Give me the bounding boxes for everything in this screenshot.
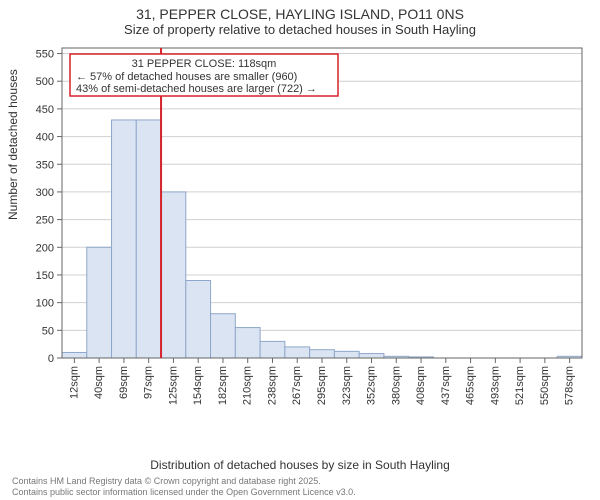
x-axis-label: Distribution of detached houses by size … bbox=[0, 458, 600, 472]
x-tick-label: 352sqm bbox=[366, 366, 378, 405]
x-tick-label: 69sqm bbox=[118, 366, 130, 399]
footer-credits: Contains HM Land Registry data © Crown c… bbox=[12, 476, 356, 498]
bar bbox=[186, 281, 211, 359]
bar bbox=[359, 354, 384, 358]
footer-line-2: Contains public sector information licen… bbox=[12, 487, 356, 498]
bar bbox=[136, 120, 161, 358]
bar bbox=[112, 120, 137, 358]
x-tick-label: 437sqm bbox=[440, 366, 452, 405]
svg-text:500: 500 bbox=[36, 76, 54, 88]
x-tick-label: 154sqm bbox=[192, 366, 204, 405]
bar bbox=[285, 347, 310, 358]
y-axis-label: Number of detached houses bbox=[6, 69, 20, 220]
x-tick-label: 408sqm bbox=[415, 366, 427, 405]
x-tick-label: 238sqm bbox=[266, 366, 278, 405]
x-tick-label: 182sqm bbox=[217, 366, 229, 405]
svg-text:550: 550 bbox=[36, 49, 54, 61]
svg-text:50: 50 bbox=[42, 325, 54, 337]
bar bbox=[211, 314, 236, 358]
svg-text:0: 0 bbox=[48, 353, 54, 365]
x-tick-label: 210sqm bbox=[242, 366, 254, 405]
chart-plot-area: 05010015020025030035040045050055012sqm40… bbox=[62, 46, 582, 406]
x-tick-label: 323sqm bbox=[341, 366, 353, 405]
x-tick-label: 97sqm bbox=[143, 366, 155, 399]
bar bbox=[235, 328, 260, 358]
bar bbox=[87, 247, 112, 358]
chart-svg: 0 50 100 150 200 250 300 350 400 450 500 550 12sqm 40… bbox=[20, 46, 584, 416]
svg-text:350: 350 bbox=[36, 159, 54, 171]
svg-text:200: 200 bbox=[36, 242, 54, 254]
bar bbox=[62, 352, 87, 358]
x-tick-label: 12sqm bbox=[68, 366, 80, 399]
annotation-title: 31 PEPPER CLOSE: 118sqm bbox=[132, 58, 277, 70]
bar bbox=[260, 341, 285, 358]
chart-title-sub: Size of property relative to detached ho… bbox=[0, 22, 600, 41]
svg-text:250: 250 bbox=[36, 215, 54, 227]
chart-title-main: 31, PEPPER CLOSE, HAYLING ISLAND, PO11 0… bbox=[0, 0, 600, 22]
x-tick-label: 295sqm bbox=[316, 366, 328, 405]
svg-text:300: 300 bbox=[36, 187, 54, 199]
chart-container: 31, PEPPER CLOSE, HAYLING ISLAND, PO11 0… bbox=[0, 0, 600, 500]
x-tick-label: 521sqm bbox=[514, 366, 526, 405]
footer-line-1: Contains HM Land Registry data © Crown c… bbox=[12, 476, 356, 487]
svg-text:100: 100 bbox=[36, 298, 54, 310]
bar bbox=[310, 350, 335, 358]
x-tick-label: 493sqm bbox=[489, 366, 501, 405]
bar bbox=[334, 351, 359, 358]
x-tick-label: 125sqm bbox=[167, 366, 179, 405]
x-tick-label: 465sqm bbox=[465, 366, 477, 405]
x-tick-label: 267sqm bbox=[291, 366, 303, 405]
x-tick-label: 40sqm bbox=[93, 366, 105, 399]
annotation-line-1: ← 57% of detached houses are smaller (96… bbox=[76, 71, 297, 83]
x-tick-label: 380sqm bbox=[390, 366, 402, 405]
x-tick-label: 550sqm bbox=[539, 366, 551, 405]
svg-text:150: 150 bbox=[36, 270, 54, 282]
svg-text:400: 400 bbox=[36, 132, 54, 144]
bar bbox=[161, 192, 186, 358]
x-tick-label: 578sqm bbox=[564, 366, 576, 405]
svg-text:450: 450 bbox=[36, 104, 54, 116]
annotation-line-2: 43% of semi-detached houses are larger (… bbox=[76, 83, 317, 95]
